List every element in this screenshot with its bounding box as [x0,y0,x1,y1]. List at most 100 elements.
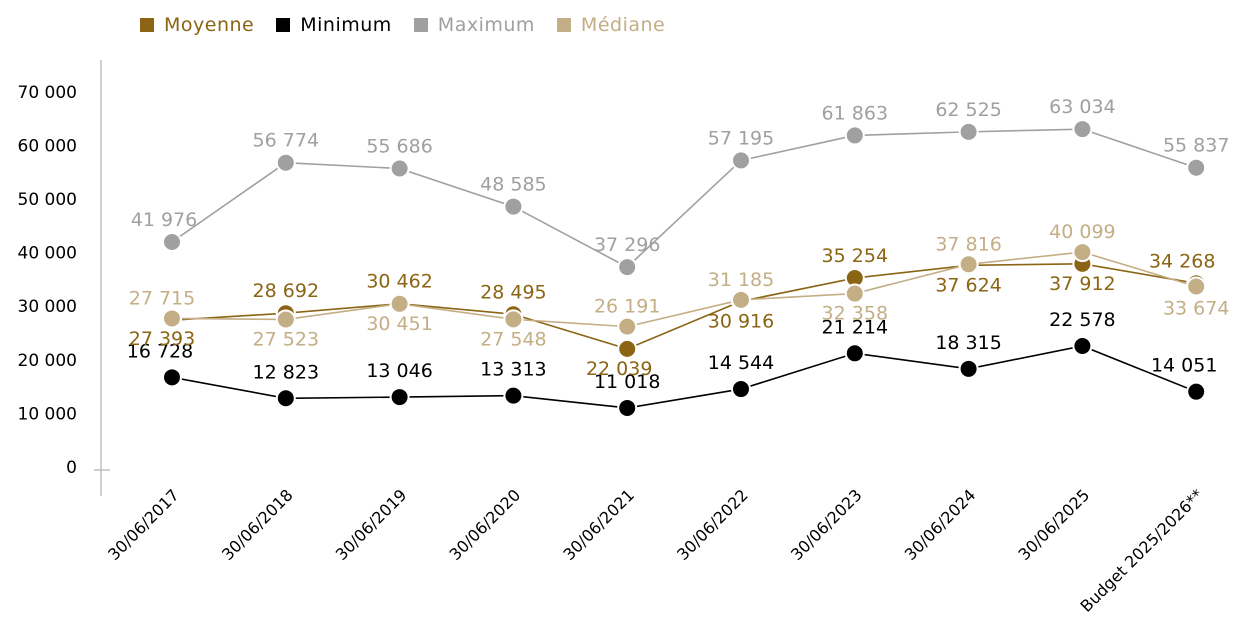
chart-axes: 0 10 000 20 000 30 000 40 000 50 000 60 000 70 … [18,60,1207,616]
data-point-médiane [389,293,410,314]
data-point-médiane [503,309,524,330]
data-point-minimum [389,387,410,408]
data-label-moyenne: 34 268 [1149,250,1215,272]
data-label-minimum: 14 051 [1151,355,1217,377]
x-tick-label: Budget 2025/2026** [1077,485,1207,615]
data-label-minimum: 13 046 [366,360,432,382]
data-label-médiane: 27 523 [253,328,319,350]
data-point-maximum [162,232,182,253]
legend-item-mediane[interactable]: Médiane [556,14,666,36]
data-label-médiane: 26 191 [594,296,660,318]
data-label-médiane: 27 548 [480,328,546,350]
series-points [162,119,1207,418]
data-label-moyenne: 28 495 [480,281,546,303]
legend-item-moyenne[interactable]: Moyenne [140,14,254,36]
data-point-minimum [1186,381,1207,402]
data-point-maximum [503,196,524,217]
data-label-maximum: 41 976 [131,209,197,231]
legend-label-moyenne: Moyenne [164,14,255,36]
x-tick-label: 30/06/2024 [901,485,980,564]
data-label-médiane: 30 451 [366,313,432,335]
series-line-minimum [171,345,1197,409]
legend-label-minimum: Minimum [300,14,392,36]
data-label-maximum: 48 585 [480,174,546,196]
x-tick-label: 30/06/2020 [446,485,525,564]
data-point-minimum [1072,335,1093,356]
data-label-minimum: 22 578 [1049,309,1115,331]
legend-label-mediane: Médiane [580,14,666,36]
x-tick-label: 30/06/2017 [104,485,183,564]
legend-swatch-minimum [276,18,291,32]
series-line-moyenne [171,262,1197,350]
y-tick-label: 20 000 [18,351,77,371]
data-label-maximum: 61 863 [822,102,888,124]
data-label-maximum: 37 296 [594,234,660,256]
data-label-minimum: 13 313 [480,359,546,381]
data-label-médiane: 31 185 [708,269,774,291]
data-point-minimum [958,358,979,379]
data-label-moyenne: 30 916 [708,310,774,332]
y-tick-label: 40 000 [18,244,77,264]
data-point-maximum [617,257,638,278]
data-label-médiane: 32 358 [822,303,888,325]
data-label-minimum: 14 544 [708,352,774,374]
legend-swatch-mediane [556,18,571,32]
legend-label-maximum: Maximum [437,14,535,36]
y-tick-label: 50 000 [18,190,77,210]
data-label-moyenne: 30 462 [366,271,432,293]
y-tick-label: 60 000 [18,136,77,156]
data-point-médiane [617,316,638,337]
data-point-maximum [389,158,410,179]
data-label-minimum: 16 728 [127,340,193,362]
data-point-médiane [844,283,865,304]
data-point-maximum [1072,119,1093,140]
legend-item-minimum[interactable]: Minimum [276,14,392,36]
y-tick-label: 0 [66,458,77,478]
data-point-moyenne [617,338,638,359]
data-point-médiane [1186,276,1207,297]
data-point-médiane [731,289,751,310]
data-point-médiane [1072,242,1093,263]
data-label-minimum: 21 214 [822,316,888,338]
x-tick-label: 30/06/2019 [332,485,411,564]
data-point-médiane [162,308,182,329]
data-point-minimum [503,385,524,406]
x-tick-label: 30/06/2022 [673,485,752,564]
data-point-minimum [731,379,751,400]
data-label-médiane: 37 816 [935,233,1001,255]
data-point-minimum [844,343,865,364]
data-point-maximum [1186,157,1207,178]
data-label-maximum: 63 034 [1049,96,1115,118]
data-point-médiane [275,309,296,330]
data-label-maximum: 62 525 [935,99,1001,121]
legend-item-maximum[interactable]: Maximum [413,14,535,36]
y-tick-label: 10 000 [18,404,77,424]
data-label-maximum: 57 195 [708,127,774,149]
data-label-médiane: 40 099 [1049,221,1115,243]
data-point-médiane [958,254,979,275]
x-tick-label: 30/06/2023 [787,485,866,564]
x-tick-label: 30/06/2025 [1015,485,1094,564]
data-point-minimum [162,367,182,388]
y-tick-label: 70 000 [18,83,77,103]
data-point-minimum [275,388,296,409]
data-label-minimum: 12 823 [253,361,319,383]
data-label-maximum: 55 686 [366,136,432,158]
data-label-médiane: 27 715 [129,287,195,309]
x-tick-label: 30/06/2021 [559,485,638,564]
data-label-moyenne: 27 393 [129,328,195,350]
data-label-minimum: 18 315 [935,332,1001,354]
data-label-maximum: 55 837 [1163,135,1229,157]
data-point-maximum [275,152,296,173]
legend-swatch-moyenne [140,18,154,32]
x-tick-label: 30/06/2018 [218,485,297,564]
data-label-maximum: 56 774 [253,130,319,152]
series-lines [171,128,1197,409]
data-label-moyenne: 35 254 [822,245,888,267]
data-label-moyenne: 28 692 [253,280,319,302]
y-tick-label: 30 000 [18,297,77,317]
data-label-moyenne: 22 039 [586,358,652,380]
data-label-moyenne: 37 912 [1049,273,1115,295]
data-label-minimum: 11 018 [594,371,660,393]
